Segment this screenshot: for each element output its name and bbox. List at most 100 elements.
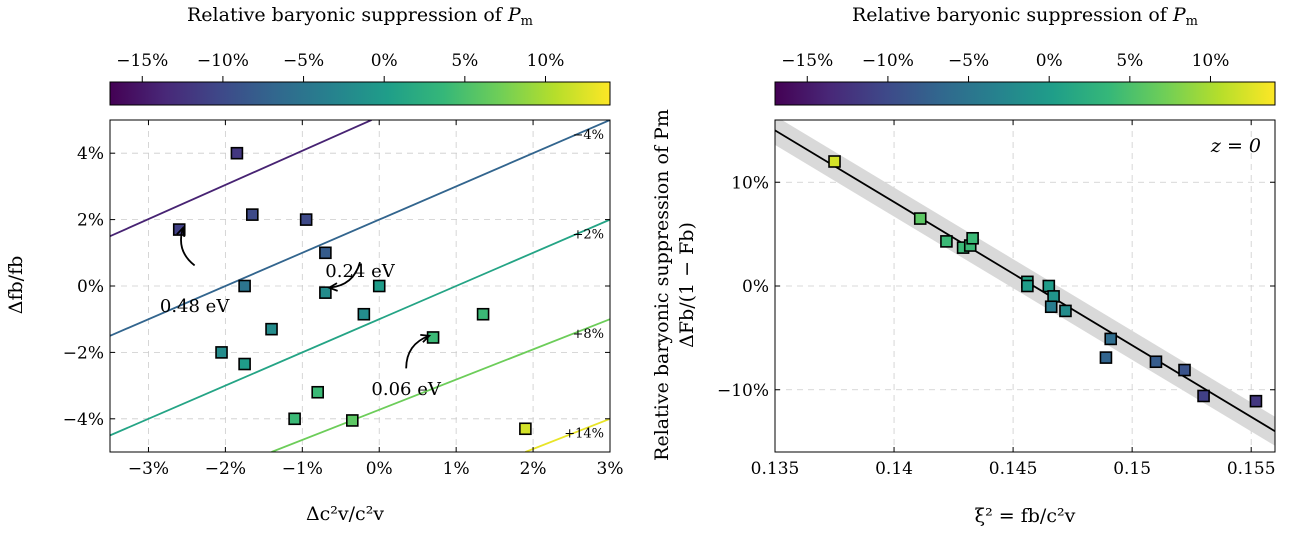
y-tick-label: 0%	[742, 277, 769, 297]
colorbar-tick-label: −15%	[116, 51, 168, 71]
right-colorbar	[774, 81, 1276, 106]
data-point	[288, 412, 301, 426]
left-y-axis-label: Δfb/fb	[5, 256, 27, 315]
colorbar-tick-label: −10%	[862, 51, 914, 71]
x-tick-label: 0%	[366, 459, 393, 479]
data-point	[357, 307, 371, 321]
data-point	[940, 235, 953, 248]
right-x-axis-label: ξ² = fb/c²v	[975, 505, 1076, 527]
data-point	[966, 231, 979, 245]
data-point	[172, 223, 186, 236]
y-tick-label: 2%	[77, 211, 104, 231]
left-panel: Relative baryonic suppression of Pm −15%…	[5, 4, 623, 525]
x-tick-label: −3%	[128, 459, 169, 479]
data-point	[265, 322, 278, 336]
x-tick-label: 0.155	[1227, 459, 1276, 479]
colorbar-tick-label: −5%	[283, 51, 324, 71]
data-point	[913, 212, 927, 225]
data-point	[1099, 351, 1113, 364]
data-point	[215, 346, 228, 359]
annotation-arrow	[329, 261, 361, 289]
contour-label: +2%	[572, 228, 604, 243]
data-point	[1021, 279, 1034, 293]
data-point	[1044, 300, 1058, 314]
data-point	[372, 279, 386, 293]
redshift-label: z = 0	[1210, 135, 1261, 157]
data-point	[1197, 389, 1210, 403]
data-point	[299, 213, 313, 226]
annotation-arrowhead	[420, 333, 432, 343]
y-tick-label: −2%	[63, 343, 104, 363]
contour-line	[110, 120, 610, 337]
colorbar-tick-label: 0%	[371, 51, 398, 71]
annotation-label: 0.24 eV	[325, 261, 395, 282]
data-point	[426, 331, 440, 344]
data-point	[311, 385, 324, 399]
plot-content	[110, 120, 610, 452]
contour-line	[110, 218, 610, 437]
contour-label: +8%	[572, 327, 604, 342]
right-colorbar-ticks: −15% −10% −5% 0% 5% 10%	[781, 51, 1229, 82]
data-point	[246, 208, 259, 221]
x-tick-label: −2%	[205, 459, 246, 479]
x-tick-label: 2%	[520, 459, 547, 479]
colorbar-tick-label: −15%	[781, 51, 833, 71]
x-tick-label: 0.135	[751, 459, 800, 479]
contour-line	[525, 417, 610, 452]
data-point	[519, 422, 532, 436]
data-point	[319, 246, 332, 260]
data-point	[346, 414, 359, 427]
right-plot-area: 0.135 0.14 0.145 0.15 0.155 −10% 0% 10% z = 0	[717, 119, 1276, 479]
x-tick-label: 1%	[443, 459, 470, 479]
right-y-axis-label: Relative baryonic suppression of Pm	[651, 109, 673, 461]
left-plot-area: −3% −2% −1% 0% 1% 2% 3% −4% −2% 0% 2% 4% −4% +2% +8% +1…	[63, 119, 624, 479]
data-point	[1047, 290, 1060, 303]
contour-line	[110, 120, 372, 238]
right-colorbar-label: Relative baryonic suppression of Pm	[852, 4, 1198, 29]
annotation-label: 0.06 eV	[371, 379, 441, 400]
y-tick-label: 10%	[731, 173, 769, 193]
colorbar-tick-label: 5%	[451, 51, 478, 71]
data-point	[238, 357, 251, 371]
colorbar-tick-label: 10%	[1192, 51, 1230, 71]
left-x-axis-label: Δc²v/c²v	[306, 503, 384, 525]
x-tick-label: 3%	[597, 459, 624, 479]
left-colorbar	[109, 81, 611, 106]
y-tick-label: 4%	[77, 144, 104, 164]
annotation-arrowhead	[176, 225, 186, 237]
x-tick-label: −1%	[282, 459, 323, 479]
contour-label: +14%	[564, 427, 604, 442]
data-point	[1178, 363, 1191, 377]
left-colorbar-label: Relative baryonic suppression of Pm	[187, 4, 533, 29]
contour-label: −4%	[572, 128, 604, 143]
annotation-label: 0.48 eV	[160, 296, 230, 317]
x-tick-label: 0.145	[989, 459, 1038, 479]
colorbar-tick-label: 10%	[527, 51, 565, 71]
data-point	[1249, 394, 1263, 408]
data-point	[1149, 355, 1163, 369]
data-point	[238, 279, 251, 293]
y-tick-label: −4%	[63, 410, 104, 430]
colorbar-tick-label: −5%	[948, 51, 989, 71]
left-colorbar-ticks: −15% −10% −5% 0% 5% 10%	[116, 51, 564, 82]
data-point	[1042, 279, 1056, 293]
right-y-axis-label-2: ΔFb/(1 − Fb)	[676, 222, 698, 348]
colorbar-tick-label: 5%	[1116, 51, 1143, 71]
data-point	[828, 155, 841, 168]
right-panel: Relative baryonic suppression of Pm −15%…	[651, 4, 1276, 527]
colorbar-tick-label: 0%	[1036, 51, 1063, 71]
y-tick-label: −10%	[717, 381, 769, 401]
annotation-arrow	[180, 227, 196, 267]
x-tick-label: 0.14	[875, 459, 913, 479]
data-point	[476, 307, 490, 321]
contour-line	[271, 318, 610, 452]
colorbar-tick-label: −10%	[197, 51, 249, 71]
data-point	[1104, 332, 1118, 346]
y-tick-label: 0%	[77, 277, 104, 297]
x-tick-label: 0.15	[1113, 459, 1151, 479]
annotation-arrowhead	[327, 282, 338, 292]
annotation-arrow	[405, 334, 430, 369]
data-point	[1059, 304, 1072, 318]
data-point	[230, 146, 244, 160]
